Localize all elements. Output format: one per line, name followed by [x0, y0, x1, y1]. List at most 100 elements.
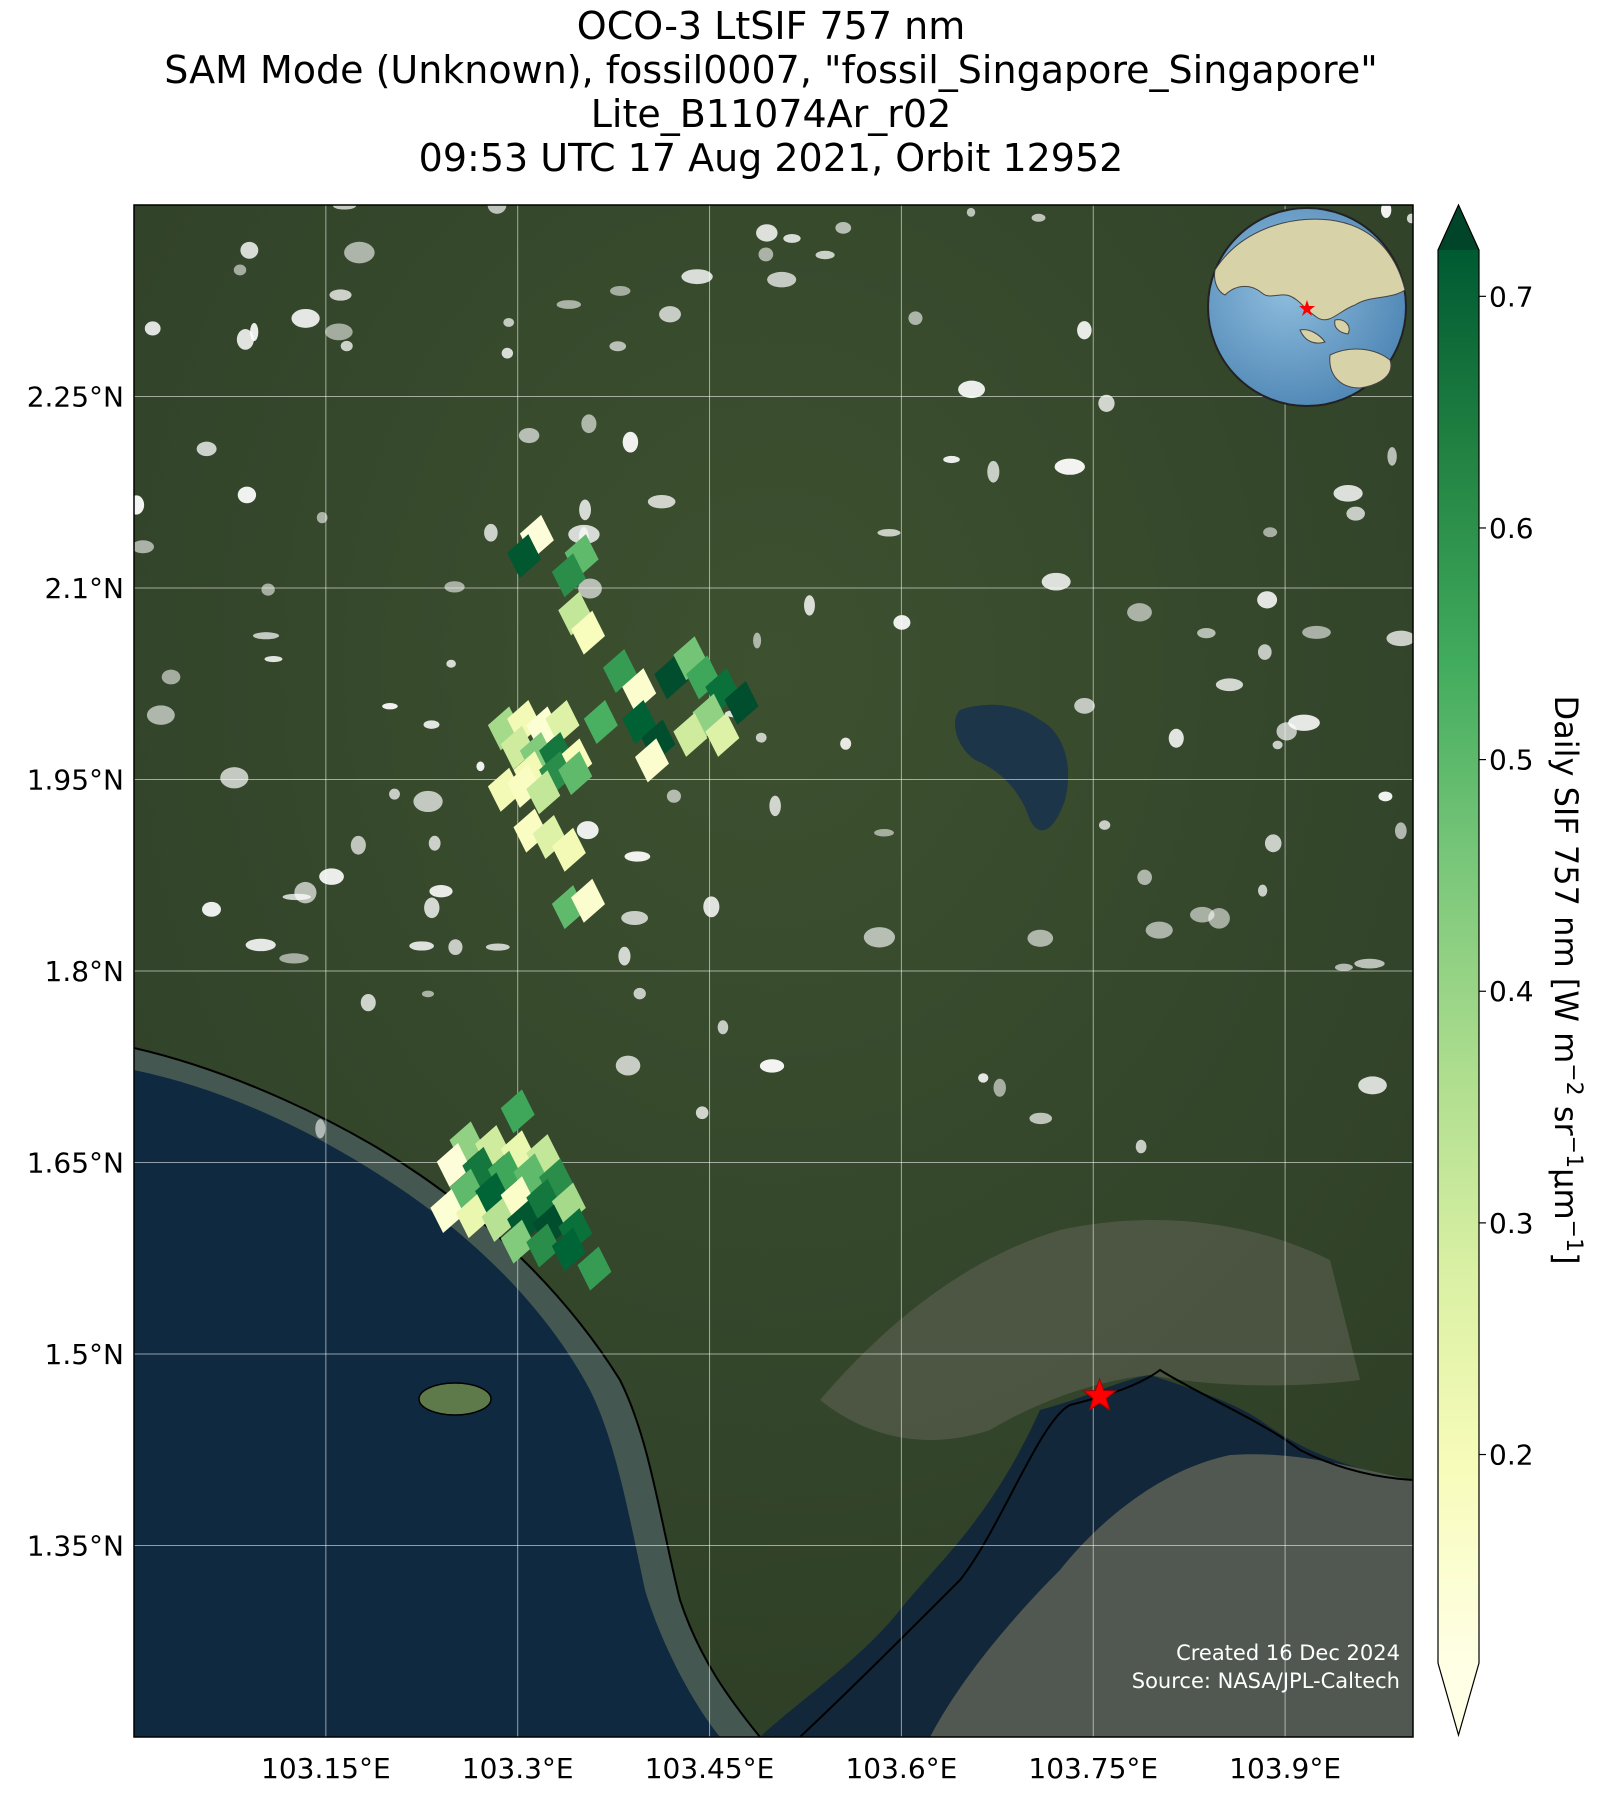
- sif-footprint: [577, 1246, 612, 1291]
- cloud: [1098, 820, 1111, 830]
- cloud: [576, 821, 599, 840]
- cloud: [279, 953, 309, 964]
- cloud: [987, 460, 1000, 483]
- cloud: [966, 207, 976, 217]
- cloud: [134, 540, 154, 554]
- title-line-1: OCO-3 LtSIF 757 nm: [576, 4, 966, 48]
- cloud: [1378, 791, 1393, 802]
- cloud: [252, 632, 280, 640]
- sif-footprint: [571, 878, 606, 923]
- cloud: [1406, 213, 1413, 224]
- sif-footprints: [430, 514, 759, 1291]
- cloud: [579, 499, 591, 521]
- lat-tick-labels: 2.25°N 2.1°N 1.95°N 1.8°N 1.65°N 1.5°N 1…: [27, 381, 124, 1563]
- credit-source: Source: NASA/JPL-Caltech: [1132, 1669, 1400, 1693]
- cloud: [1190, 906, 1215, 923]
- cloud: [344, 241, 375, 264]
- cloud: [294, 881, 317, 904]
- cloud: [501, 347, 514, 359]
- sif-footprint: [705, 712, 740, 757]
- lon-tick-labels: 103.15°E 103.3°E 103.45°E 103.6°E 103.75…: [261, 1752, 1341, 1785]
- cloud: [144, 321, 161, 336]
- cloud: [759, 1059, 785, 1073]
- cloud: [409, 941, 434, 951]
- sif-footprint: [430, 1189, 465, 1234]
- cloud: [1302, 625, 1331, 639]
- cloud: [448, 939, 463, 956]
- cloud: [695, 1106, 709, 1120]
- cloud: [196, 441, 217, 457]
- cloud: [360, 993, 376, 1012]
- lat-tick-label: 2.25°N: [27, 381, 124, 414]
- cloud: [863, 927, 896, 948]
- cloud: [1394, 822, 1407, 840]
- sif-footprint: [526, 1223, 561, 1268]
- lon-tick-label: 103.6°E: [845, 1752, 957, 1785]
- sif-footprint: [532, 814, 567, 859]
- lat-tick-label: 1.8°N: [45, 955, 124, 988]
- cloud: [1272, 740, 1283, 750]
- cloud: [1288, 714, 1320, 731]
- cloud: [421, 990, 434, 998]
- cloud: [755, 732, 767, 743]
- globe-target-star-icon: [1299, 300, 1315, 316]
- cloud: [993, 1078, 1006, 1097]
- cloud: [316, 511, 328, 524]
- sif-footprint: [545, 700, 580, 745]
- cloud: [756, 224, 778, 242]
- cloud: [753, 632, 762, 649]
- cloud: [1127, 603, 1152, 622]
- lat-tick-label: 1.35°N: [27, 1530, 124, 1563]
- sif-footprint: [475, 1172, 510, 1217]
- cloud-layer: [134, 205, 1413, 1154]
- cloud: [444, 581, 465, 593]
- small-island: [418, 1382, 492, 1416]
- cloud: [1354, 958, 1385, 969]
- cloud: [382, 703, 398, 710]
- beach-strip: [134, 1048, 760, 1737]
- sif-footprint: [526, 1178, 561, 1223]
- sif-footprint: [583, 700, 618, 745]
- cloud: [446, 659, 456, 668]
- cloud: [1257, 644, 1272, 660]
- cloud: [615, 1055, 641, 1076]
- cloud: [877, 529, 901, 537]
- sif-footprint: [507, 763, 542, 808]
- sif-footprint: [526, 770, 561, 815]
- cloud: [703, 896, 720, 918]
- cloud: [621, 910, 649, 925]
- title-line-3: Lite_B11074Ar_r02: [590, 92, 952, 136]
- title-line-4: 09:53 UTC 17 Aug 2021, Orbit 12952: [418, 136, 1124, 180]
- colorbar: 0.7 0.6 0.5 0.4 0.3 0.2 Daily SIF 757 nm…: [1437, 203, 1586, 1738]
- colorbar-tick-label: 0.2: [1489, 1439, 1534, 1472]
- sif-footprint: [603, 648, 638, 693]
- reservoir: [955, 704, 1069, 831]
- cloud: [1197, 628, 1216, 639]
- cloud: [568, 524, 600, 544]
- coastline: [134, 1047, 761, 1737]
- map-frame: [133, 204, 1414, 1738]
- cloud: [624, 851, 651, 862]
- colorbar-tick-label: 0.5: [1489, 744, 1534, 777]
- sif-footprint: [436, 1143, 471, 1188]
- cloud: [958, 380, 986, 399]
- sif-footprint: [551, 553, 586, 598]
- cloud: [1031, 213, 1046, 222]
- cloud: [487, 205, 507, 214]
- colorbar-tick-label: 0.6: [1489, 512, 1534, 545]
- lon-tick-label: 103.9°E: [1229, 1752, 1341, 1785]
- cloud: [1386, 630, 1413, 647]
- cloud: [237, 486, 257, 504]
- sif-footprint: [500, 1089, 535, 1134]
- cloud: [1074, 697, 1095, 714]
- cloud: [233, 264, 247, 276]
- cloud: [333, 205, 356, 210]
- cloud: [647, 495, 676, 509]
- cloud: [503, 317, 515, 327]
- cloud: [236, 329, 254, 350]
- cloud: [633, 987, 646, 1000]
- cloud: [1137, 869, 1152, 885]
- sif-footprint: [500, 725, 535, 770]
- cloud: [1215, 678, 1244, 692]
- colorbar-tick-label: 0.7: [1489, 280, 1534, 313]
